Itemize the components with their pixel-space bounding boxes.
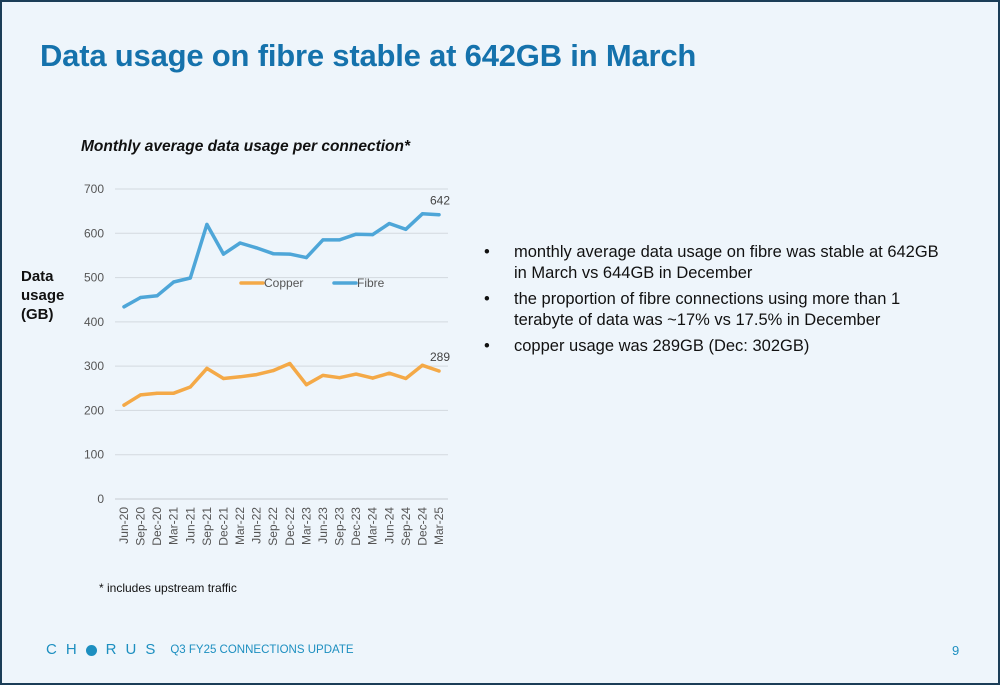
- data-point-fibre: [387, 221, 391, 226]
- x-tick-label: Dec-24: [415, 507, 429, 546]
- x-tick-label: Sep-23: [333, 507, 347, 546]
- x-tick-label: Sep-20: [134, 507, 148, 546]
- data-point-fibre: [404, 227, 408, 231]
- data-point-copper: [122, 403, 126, 407]
- bullet-text: copper usage was 289GB (Dec: 302GB): [514, 337, 810, 355]
- brand-text-start: CH: [46, 641, 86, 658]
- y-tick-label: 0: [97, 492, 104, 506]
- data-point-copper: [437, 369, 441, 373]
- data-point-copper: [255, 372, 259, 377]
- x-tick-label: Mar-24: [366, 507, 380, 545]
- data-point-fibre: [437, 213, 441, 217]
- data-point-fibre: [238, 241, 242, 245]
- data-point-fibre: [155, 294, 159, 298]
- data-point-copper: [271, 368, 275, 373]
- data-point-fibre: [321, 238, 325, 242]
- data-point-fibre: [420, 212, 425, 216]
- y-tick-label: 100: [84, 448, 104, 462]
- bullet-glyph: •: [484, 337, 490, 355]
- data-point-fibre: [122, 305, 126, 309]
- series-line-fibre: [122, 212, 441, 309]
- data-point-copper: [354, 372, 358, 376]
- y-tick-label: 200: [84, 403, 104, 417]
- x-tick-label: Dec-21: [216, 507, 230, 546]
- data-point-copper: [238, 375, 242, 379]
- x-tick-label: Dec-23: [349, 507, 363, 546]
- data-point-copper: [304, 383, 308, 387]
- data-point-fibre: [172, 280, 176, 284]
- data-point-copper: [420, 363, 425, 367]
- bullet-text: monthly average data usage on fibre was …: [514, 243, 939, 282]
- x-tick-label: Sep-24: [399, 507, 413, 546]
- chart-footnote: * includes upstream traffic: [99, 581, 237, 595]
- legend-label-copper: Copper: [264, 276, 303, 290]
- brand-logo: CH RUS: [46, 641, 164, 658]
- y-tick-label: 700: [84, 182, 104, 196]
- data-point-copper: [172, 391, 176, 395]
- data-label-fibre: 642: [430, 194, 450, 208]
- y-tick-label: 300: [84, 359, 104, 373]
- data-point-copper: [138, 393, 143, 397]
- series-line-copper: [122, 361, 441, 407]
- bullet-text: the proportion of fibre connections usin…: [514, 290, 901, 329]
- data-point-copper: [221, 376, 226, 381]
- x-tick-label: Mar-25: [432, 507, 446, 545]
- chart-title: Monthly average data usage per connectio…: [81, 138, 411, 155]
- line-chart: 0 100 200 300 400 500 600 700 Jun-20 Sep-20 Dec-20…: [84, 182, 450, 546]
- data-point-fibre: [138, 295, 143, 300]
- bullet-glyph: •: [484, 290, 490, 308]
- x-tick-label: Mar-23: [299, 507, 313, 545]
- x-tick-label: Jun-22: [250, 507, 264, 544]
- y-tick-label: 400: [84, 315, 104, 329]
- x-tick-label: Jun-20: [117, 507, 131, 544]
- data-point-copper: [188, 385, 192, 389]
- bullet-item: • the proportion of fibre connections usi…: [484, 289, 944, 331]
- data-point-copper: [155, 391, 159, 395]
- bullet-list: • monthly average data usage on fibre was…: [484, 242, 944, 362]
- data-point-fibre: [288, 252, 292, 256]
- data-point-copper: [205, 366, 209, 370]
- x-tick-label: Sep-21: [200, 507, 214, 546]
- page-number: 9: [952, 643, 960, 658]
- bullet-glyph: •: [484, 243, 490, 261]
- data-point-copper: [404, 376, 408, 381]
- x-tick-label: Dec-22: [283, 507, 297, 546]
- data-point-fibre: [205, 222, 209, 227]
- x-tick-label: Jun-21: [183, 507, 197, 544]
- bullet-item: • monthly average data usage on fibre was…: [484, 242, 944, 284]
- data-point-fibre: [304, 256, 308, 260]
- data-point-fibre: [188, 276, 192, 280]
- x-tick-label: Mar-21: [167, 507, 181, 545]
- y-axis-label: Data usage (GB): [21, 268, 65, 323]
- data-label-copper: 289: [430, 350, 450, 364]
- data-point-copper: [321, 373, 325, 378]
- data-point-fibre: [337, 238, 342, 242]
- bullet-item: • copper usage was 289GB (Dec: 302GB): [484, 336, 944, 357]
- slide-title: Data usage on fibre stable at 642GB in M…: [40, 38, 697, 73]
- data-point-fibre: [255, 246, 259, 250]
- legend-label-fibre: Fibre: [357, 276, 385, 290]
- y-tick-label: 600: [84, 226, 104, 240]
- data-point-fibre: [354, 232, 358, 236]
- data-point-fibre: [271, 252, 275, 256]
- brand-text-end: RUS: [105, 641, 165, 658]
- x-tick-label: Mar-22: [233, 507, 247, 545]
- data-point-fibre: [221, 252, 226, 256]
- data-point-copper: [288, 361, 292, 366]
- report-name: Q3 FY25 CONNECTIONS UPDATE: [170, 643, 354, 656]
- data-point-copper: [337, 376, 342, 380]
- footer: CH RUS Q3 FY25 CONNECTIONS UPDATE: [46, 641, 354, 658]
- data-point-fibre: [371, 233, 375, 237]
- x-tick-label: Jun-24: [382, 507, 396, 544]
- x-tick-label: Jun-23: [316, 507, 330, 544]
- y-tick-label: 500: [84, 271, 104, 285]
- data-point-copper: [387, 371, 391, 375]
- x-tick-label: Dec-20: [150, 507, 164, 546]
- data-point-copper: [371, 376, 375, 380]
- x-tick-label: Sep-22: [266, 507, 280, 546]
- brand-o-dot-icon: [85, 644, 97, 656]
